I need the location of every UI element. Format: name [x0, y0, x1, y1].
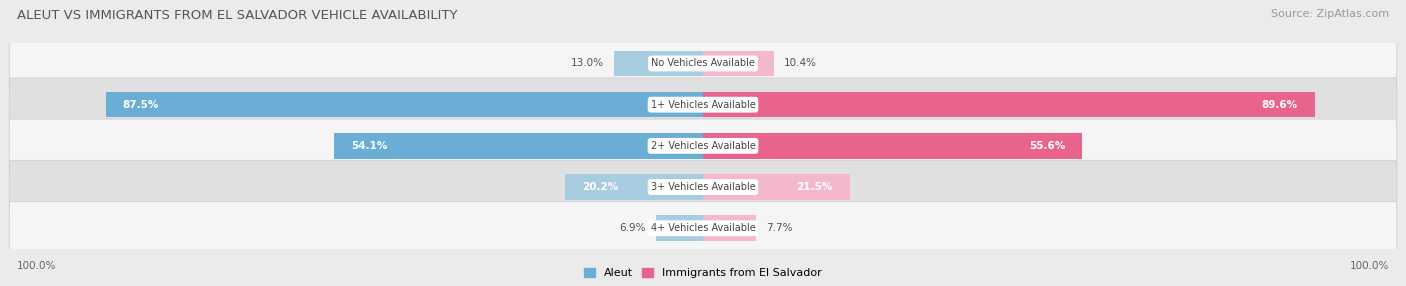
- Text: 10.4%: 10.4%: [785, 59, 817, 68]
- Bar: [614, 51, 703, 76]
- Text: 3+ Vehicles Available: 3+ Vehicles Available: [651, 182, 755, 192]
- Text: 4+ Vehicles Available: 4+ Vehicles Available: [651, 223, 755, 233]
- Bar: [105, 92, 703, 118]
- FancyBboxPatch shape: [10, 160, 1396, 214]
- Text: 100.0%: 100.0%: [1350, 261, 1389, 271]
- Bar: [703, 92, 1315, 118]
- Text: 20.2%: 20.2%: [582, 182, 619, 192]
- Text: No Vehicles Available: No Vehicles Available: [651, 59, 755, 68]
- Text: 2+ Vehicles Available: 2+ Vehicles Available: [651, 141, 755, 151]
- Text: 54.1%: 54.1%: [352, 141, 387, 151]
- FancyBboxPatch shape: [10, 119, 1396, 173]
- Legend: Aleut, Immigrants from El Salvador: Aleut, Immigrants from El Salvador: [582, 266, 824, 281]
- Text: ALEUT VS IMMIGRANTS FROM EL SALVADOR VEHICLE AVAILABILITY: ALEUT VS IMMIGRANTS FROM EL SALVADOR VEH…: [17, 9, 457, 21]
- Text: 7.7%: 7.7%: [766, 223, 793, 233]
- Text: 87.5%: 87.5%: [122, 100, 159, 110]
- Text: 13.0%: 13.0%: [571, 59, 605, 68]
- Bar: [657, 215, 703, 241]
- Text: 55.6%: 55.6%: [1029, 141, 1066, 151]
- Text: Source: ZipAtlas.com: Source: ZipAtlas.com: [1271, 9, 1389, 19]
- Text: 21.5%: 21.5%: [796, 182, 832, 192]
- FancyBboxPatch shape: [10, 201, 1396, 255]
- Bar: [703, 215, 755, 241]
- Text: 6.9%: 6.9%: [619, 223, 645, 233]
- Bar: [703, 133, 1083, 159]
- Text: 89.6%: 89.6%: [1261, 100, 1298, 110]
- Bar: [565, 174, 703, 200]
- Bar: [703, 174, 849, 200]
- Bar: [703, 51, 773, 76]
- Bar: [333, 133, 703, 159]
- Text: 100.0%: 100.0%: [17, 261, 56, 271]
- Text: 1+ Vehicles Available: 1+ Vehicles Available: [651, 100, 755, 110]
- FancyBboxPatch shape: [10, 78, 1396, 132]
- FancyBboxPatch shape: [10, 37, 1396, 90]
